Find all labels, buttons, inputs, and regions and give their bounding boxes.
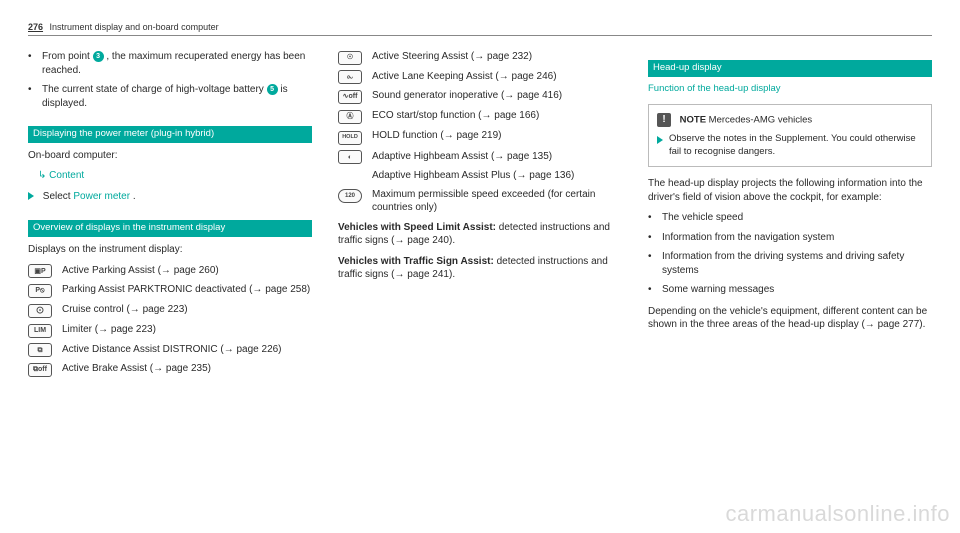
bullet-item: • Information from the driving systems a… (648, 250, 932, 277)
display-row: ⧜ Active Lane Keeping Assist (→ page 246… (338, 70, 622, 85)
paragraph: The head-up display projects the followi… (648, 177, 932, 204)
bullet-text: The vehicle speed (662, 211, 932, 225)
display-row: 120 Maximum permissible speed exceeded (… (338, 188, 622, 215)
indicator-icon: ▣P (28, 264, 52, 278)
display-row: LIM Limiter (→ page 223) (28, 323, 312, 338)
indicator-icon: ◐ (338, 150, 362, 164)
indicator-icon: HOLD (338, 131, 362, 145)
nav-path: ↳ Content (28, 169, 312, 183)
display-text: Maximum permissible speed exceeded (for … (368, 188, 622, 215)
paragraph: Vehicles with Traffic Sign Assist: detec… (338, 255, 622, 282)
bullet-item: • From point 3 , the maximum recuperated… (28, 50, 312, 77)
display-row: ◐ Adaptive Highbeam Assist (→ page 135) (338, 150, 622, 165)
bullet-dot: • (28, 83, 42, 110)
path-arrow-icon: ↳ (38, 170, 49, 181)
action-link: Power meter (73, 191, 130, 202)
ref-badge: 3 (93, 51, 104, 62)
page-title: Instrument display and on-board computer (50, 22, 219, 32)
bullet-dot: • (648, 231, 662, 245)
display-row: P⦸ Parking Assist PARKTRONIC deactivated… (28, 283, 312, 298)
display-text: Active Lane Keeping Assist (→ page 246) (368, 70, 622, 84)
display-text: Active Brake Assist (→ page 235) (58, 362, 312, 376)
bullet-dot: • (648, 283, 662, 297)
bullet-text: Information from the navigation system (662, 231, 932, 245)
bullet-dot: • (648, 250, 662, 277)
content-columns: • From point 3 , the maximum recuperated… (28, 50, 932, 382)
note-body: Observe the notes in the Supplement. You… (657, 133, 923, 159)
indicator-icon: ⧜ (338, 70, 362, 84)
page-header: 276 Instrument display and on-board comp… (28, 22, 932, 36)
bold-lead: Vehicles with Speed Limit Assist: (338, 222, 496, 233)
column-3: Head-up display Function of the head-up … (648, 50, 932, 382)
display-text: Cruise control (→ page 223) (58, 303, 312, 317)
watermark: carmanualsonline.info (725, 501, 950, 527)
column-1: • From point 3 , the maximum recuperated… (28, 50, 312, 382)
indicator-icon: ⧉ (28, 343, 52, 357)
note-box: ! NOTE Mercedes-AMG vehicles Observe the… (648, 104, 932, 168)
display-text: Active Steering Assist (→ page 232) (368, 50, 622, 64)
indicator-icon: LIM (28, 324, 52, 338)
action-line: Select Power meter . (28, 190, 312, 204)
paragraph: Depending on the vehicle's equipment, di… (648, 305, 932, 332)
text-line: Displays on the instrument display: (28, 243, 312, 257)
indicator-icon: ⧉off (28, 363, 52, 377)
indicator-icon: P⦸ (28, 284, 52, 298)
note-title-rest: Mercedes-AMG vehicles (709, 114, 812, 125)
bullet-text: Information from the driving systems and… (662, 250, 932, 277)
display-row: HOLD HOLD function (→ page 219) (338, 129, 622, 145)
display-row: ⨀ Cruise control (→ page 223) (28, 303, 312, 318)
paragraph: Vehicles with Speed Limit Assist: detect… (338, 221, 622, 248)
display-text: HOLD function (→ page 219) (368, 129, 622, 143)
display-text: Active Distance Assist DISTRONIC (→ page… (58, 343, 312, 357)
bullet-item: • Information from the navigation system (648, 231, 932, 245)
indicator-icon: ⨀ (28, 304, 52, 318)
display-text: Limiter (→ page 223) (58, 323, 312, 337)
display-text: Adaptive Highbeam Assist (→ page 135) (368, 150, 622, 164)
bullet-text: Some warning messages (662, 283, 932, 297)
display-row: ∿off Sound generator inoperative (→ page… (338, 89, 622, 104)
note-bang-icon: ! (657, 113, 671, 127)
display-row: Ⓐ ECO start/stop function (→ page 166) (338, 109, 622, 124)
display-text: Parking Assist PARKTRONIC deactivated (→… (58, 283, 312, 297)
bullet-dot: • (648, 211, 662, 225)
display-row: ⧉off Active Brake Assist (→ page 235) (28, 362, 312, 377)
section-heading: Overview of displays in the instrument d… (28, 220, 312, 237)
display-row: ☉ Active Steering Assist (→ page 232) (338, 50, 622, 65)
indicator-icon: Ⓐ (338, 110, 362, 124)
column-2: ☉ Active Steering Assist (→ page 232) ⧜ … (338, 50, 622, 382)
action-triangle-icon (657, 136, 663, 144)
display-text: Adaptive Highbeam Assist Plus (→ page 13… (368, 169, 622, 183)
bullet-text: The current state of charge of high-volt… (42, 83, 312, 110)
sub-heading: Function of the head-up display (648, 83, 932, 96)
page-number: 276 (28, 22, 43, 32)
indicator-icon: ∿off (338, 90, 362, 104)
indicator-icon: 120 (338, 189, 362, 203)
manual-page: 276 Instrument display and on-board comp… (0, 0, 960, 392)
display-row: Adaptive Highbeam Assist Plus (→ page 13… (338, 169, 622, 183)
display-row: ⧉ Active Distance Assist DISTRONIC (→ pa… (28, 343, 312, 358)
ref-badge: 5 (267, 84, 278, 95)
text-line: On-board computer: (28, 149, 312, 163)
display-text: Sound generator inoperative (→ page 416) (368, 89, 622, 103)
section-heading: Displaying the power meter (plug-in hybr… (28, 126, 312, 143)
indicator-icon: ☉ (338, 51, 362, 65)
bullet-item: • Some warning messages (648, 283, 932, 297)
display-row: ▣P Active Parking Assist (→ page 260) (28, 264, 312, 279)
action-triangle-icon (28, 192, 34, 200)
note-label: NOTE (680, 114, 706, 125)
display-text: ECO start/stop function (→ page 166) (368, 109, 622, 123)
bullet-text: From point 3 , the maximum recuperated e… (42, 50, 312, 77)
bullet-item: • The vehicle speed (648, 211, 932, 225)
path-link: Content (49, 170, 84, 181)
bold-lead: Vehicles with Traffic Sign Assist: (338, 256, 494, 267)
display-text: Active Parking Assist (→ page 260) (58, 264, 312, 278)
bullet-item: • The current state of charge of high-vo… (28, 83, 312, 110)
note-title: ! NOTE Mercedes-AMG vehicles (657, 113, 923, 127)
bullet-dot: • (28, 50, 42, 77)
section-heading: Head-up display (648, 60, 932, 77)
